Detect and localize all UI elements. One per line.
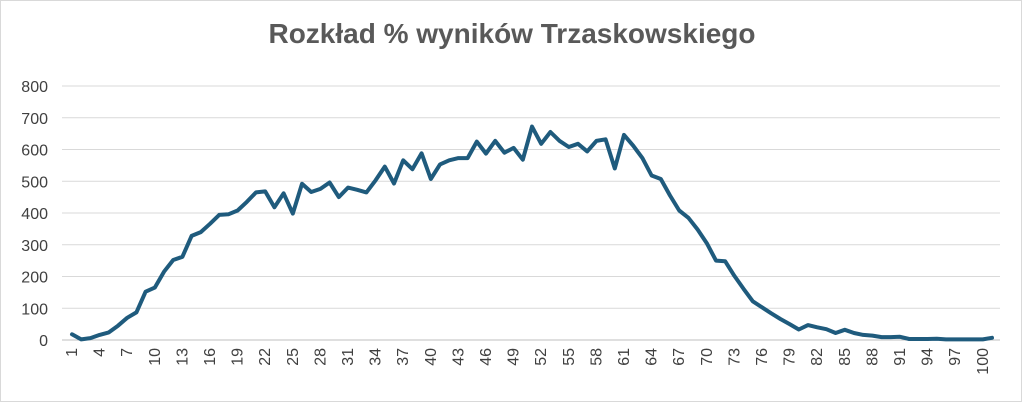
x-tick-label-52: 52: [533, 348, 550, 366]
x-tick-label-64: 64: [644, 348, 661, 366]
y-tick-label-600: 600: [21, 143, 48, 160]
x-tick-label-79: 79: [782, 348, 799, 366]
x-tick-label-10: 10: [147, 348, 164, 366]
x-tick-label-97: 97: [947, 348, 964, 366]
series-layer: [70, 124, 994, 342]
y-tick-label-100: 100: [21, 301, 48, 318]
y-tick-label-0: 0: [39, 333, 48, 350]
x-tick-label-76: 76: [754, 348, 771, 366]
x-tick-label-25: 25: [285, 348, 302, 366]
y-tick-label-800: 800: [21, 79, 48, 96]
x-tick-label-31: 31: [340, 348, 357, 366]
y-tick-label-700: 700: [21, 111, 48, 128]
x-tick-label-61: 61: [616, 348, 633, 366]
x-tick-label-16: 16: [202, 348, 219, 366]
x-tick-label-82: 82: [809, 348, 826, 366]
x-tick-label-4: 4: [92, 348, 109, 357]
x-tick-label-7: 7: [119, 348, 136, 357]
x-tick-label-94: 94: [920, 348, 937, 366]
x-tick-label-58: 58: [588, 348, 605, 366]
x-tick-label-28: 28: [312, 348, 329, 366]
chart-title: Rozkład % wyników Trzaskowskiego: [268, 18, 756, 49]
gridlines: [62, 85, 1000, 309]
x-tick-label-22: 22: [257, 348, 274, 366]
x-tick-label-43: 43: [450, 348, 467, 366]
y-tick-label-400: 400: [21, 206, 48, 223]
x-tick-label-55: 55: [561, 348, 578, 366]
x-axis-ticks: 1 4 7 10 13 16 19 22 25 28 31 34 37 40 43 46 49 52 55 58 61 6…: [64, 348, 992, 375]
x-tick-label-34: 34: [368, 348, 385, 366]
x-tick-label-13: 13: [174, 348, 191, 366]
x-tick-label-37: 37: [395, 348, 412, 366]
x-tick-label-1: 1: [64, 348, 81, 357]
y-tick-label-500: 500: [21, 174, 48, 191]
x-tick-label-40: 40: [423, 348, 440, 366]
x-tick-label-73: 73: [726, 348, 743, 366]
x-tick-label-88: 88: [864, 348, 881, 366]
x-tick-label-70: 70: [699, 348, 716, 366]
y-tick-label-300: 300: [21, 238, 48, 255]
x-tick-label-85: 85: [837, 348, 854, 366]
series-line-0: [70, 124, 994, 342]
x-tick-label-19: 19: [230, 348, 247, 366]
x-tick-label-91: 91: [892, 348, 909, 366]
x-tick-label-100: 100: [975, 348, 992, 375]
y-tick-label-200: 200: [21, 270, 48, 287]
x-tick-label-46: 46: [478, 348, 495, 366]
x-tick-label-49: 49: [506, 348, 523, 366]
x-tick-label-67: 67: [671, 348, 688, 366]
y-axis-ticks: 0 100 200 300 400 500 600 700 800: [21, 79, 48, 350]
